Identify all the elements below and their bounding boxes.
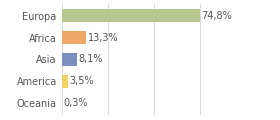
Bar bbox=[62, 31, 86, 44]
Text: 0,3%: 0,3% bbox=[64, 98, 88, 108]
Bar bbox=[62, 75, 68, 88]
Text: 13,3%: 13,3% bbox=[88, 33, 118, 42]
Text: 74,8%: 74,8% bbox=[201, 11, 232, 21]
Text: 8,1%: 8,1% bbox=[78, 54, 102, 64]
Bar bbox=[62, 53, 76, 66]
Text: 3,5%: 3,5% bbox=[69, 76, 94, 86]
Bar bbox=[62, 9, 200, 22]
